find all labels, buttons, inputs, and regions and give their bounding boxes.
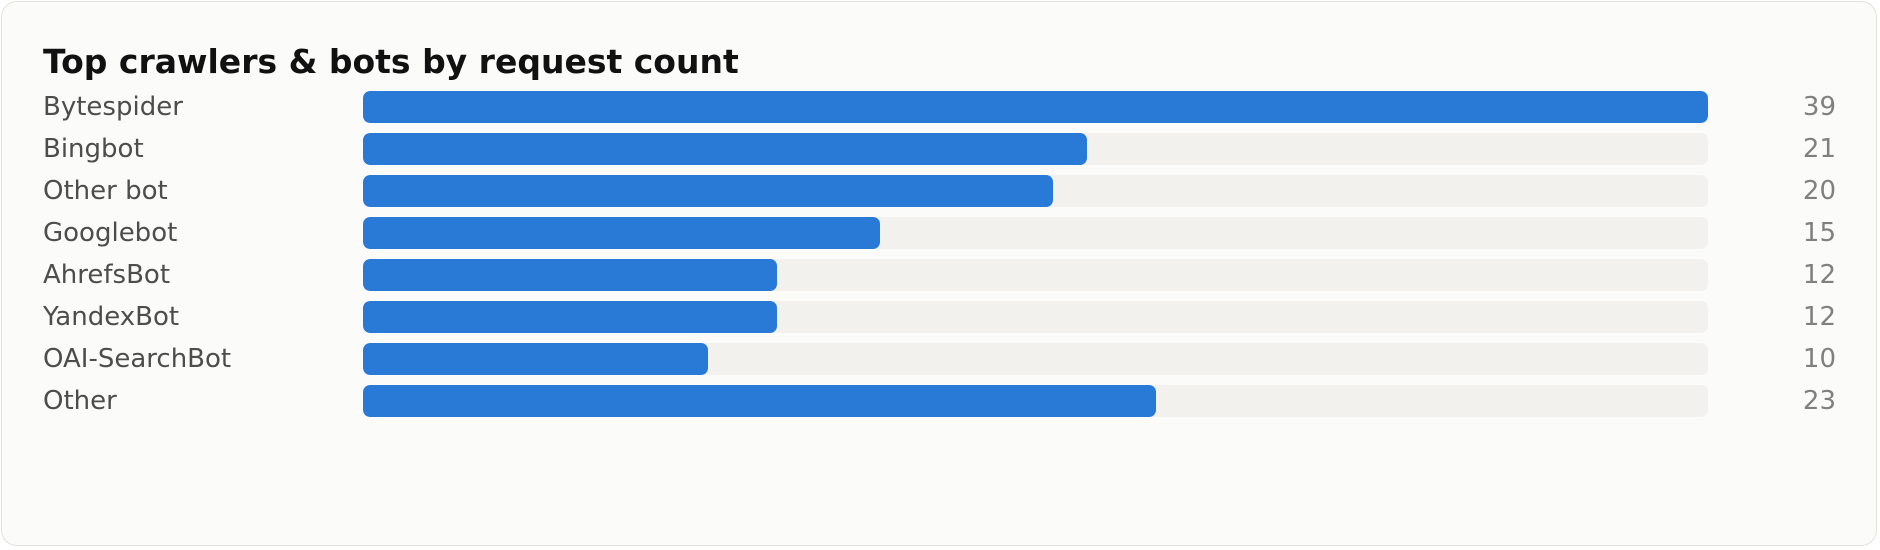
- bar-row: Other 23: [2, 384, 1876, 418]
- bar-track: [363, 301, 1708, 333]
- bar-track: [363, 175, 1708, 207]
- bar: [363, 175, 1053, 207]
- bar-track: [363, 343, 1708, 375]
- bar: [363, 301, 777, 333]
- bar-row: Googlebot 15: [2, 216, 1876, 250]
- category-label: Bytespider: [43, 92, 183, 122]
- value-label: 21: [1802, 134, 1836, 164]
- category-label: OAI-SearchBot: [43, 344, 232, 374]
- value-label: 20: [1802, 176, 1836, 206]
- bar-row: YandexBot 12: [2, 300, 1876, 334]
- bar: [363, 133, 1088, 165]
- bar-track: [363, 91, 1708, 123]
- bar-row: Other bot 20: [2, 174, 1876, 208]
- value-label: 12: [1802, 302, 1836, 332]
- bar: [363, 217, 881, 249]
- value-label: 39: [1802, 92, 1836, 122]
- category-label: Bingbot: [43, 134, 144, 164]
- chart-title: Top crawlers & bots by request count: [43, 42, 739, 81]
- bar: [363, 385, 1157, 417]
- value-label: 23: [1802, 386, 1836, 416]
- bar-row: OAI-SearchBot 10: [2, 342, 1876, 376]
- category-label: AhrefsBot: [43, 260, 171, 290]
- category-label: YandexBot: [43, 302, 180, 332]
- value-label: 12: [1802, 260, 1836, 290]
- bar-track: [363, 259, 1708, 291]
- bar: [363, 91, 1708, 123]
- bar-row: AhrefsBot 12: [2, 258, 1876, 292]
- category-label: Other: [43, 386, 117, 416]
- bar-track: [363, 133, 1708, 165]
- bar: [363, 259, 777, 291]
- bar-row: Bytespider 39: [2, 90, 1876, 124]
- value-label: 15: [1802, 218, 1836, 248]
- bar-row: Bingbot 21: [2, 132, 1876, 166]
- bar-track: [363, 217, 1708, 249]
- bar: [363, 343, 708, 375]
- category-label: Googlebot: [43, 218, 178, 248]
- value-label: 10: [1802, 344, 1836, 374]
- category-label: Other bot: [43, 176, 168, 206]
- bar-track: [363, 385, 1708, 417]
